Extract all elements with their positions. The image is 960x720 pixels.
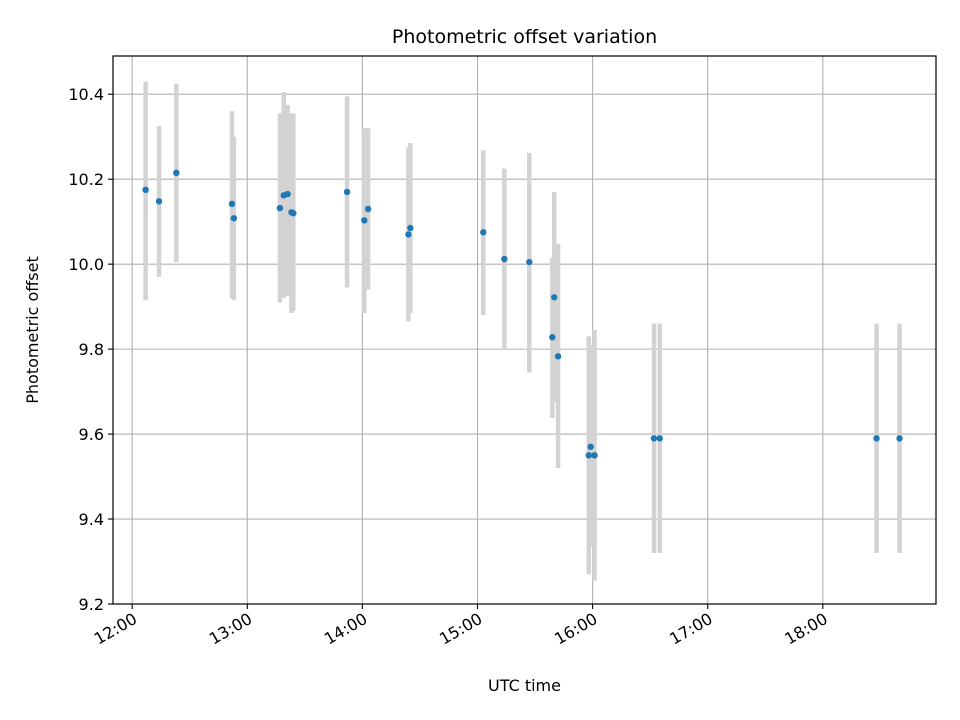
data-point <box>591 452 598 459</box>
y-tick-label: 9.8 <box>79 340 104 359</box>
y-axis-title: Photometric offset <box>23 256 42 404</box>
data-point <box>276 204 284 212</box>
data-point <box>284 190 291 198</box>
data-point <box>155 198 163 205</box>
data-point <box>290 209 297 217</box>
data-point <box>549 334 556 341</box>
data-point <box>405 231 412 238</box>
data-point <box>526 258 533 266</box>
data-point <box>480 229 487 236</box>
data-point <box>407 224 414 232</box>
y-tick-label: 10.2 <box>68 170 104 189</box>
plot-frame <box>112 55 937 605</box>
x-axis-title: UTC time <box>488 676 561 695</box>
data-point <box>142 186 149 194</box>
data-point <box>551 294 558 301</box>
data-point <box>230 215 238 222</box>
data-point <box>585 452 592 459</box>
data-point <box>896 435 903 442</box>
y-tick-label: 9.6 <box>79 425 104 444</box>
data-point <box>554 353 562 360</box>
data-point <box>873 435 880 442</box>
data-point <box>343 188 351 196</box>
data-points <box>142 169 903 459</box>
y-tick-label: 10.4 <box>68 85 104 104</box>
data-point <box>361 217 368 224</box>
chart-title: Photometric offset variation <box>392 26 657 48</box>
data-point <box>173 169 180 177</box>
y-tick-label: 9.2 <box>79 595 104 614</box>
y-axis: 9.2 9.4 9.6 9.8 10.0 10.2 10.4 <box>68 85 113 614</box>
data-point <box>501 255 508 263</box>
data-point <box>364 205 372 213</box>
data-point <box>587 443 594 451</box>
data-point <box>650 435 658 442</box>
y-tick-label: 9.4 <box>79 510 104 529</box>
data-point <box>656 435 663 442</box>
data-point <box>228 200 236 208</box>
y-tick-label: 10.0 <box>68 255 104 274</box>
